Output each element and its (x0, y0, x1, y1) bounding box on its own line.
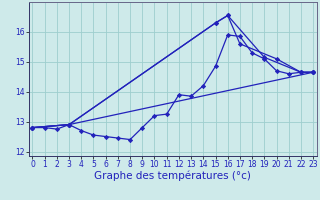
X-axis label: Graphe des températures (°c): Graphe des températures (°c) (94, 171, 251, 181)
